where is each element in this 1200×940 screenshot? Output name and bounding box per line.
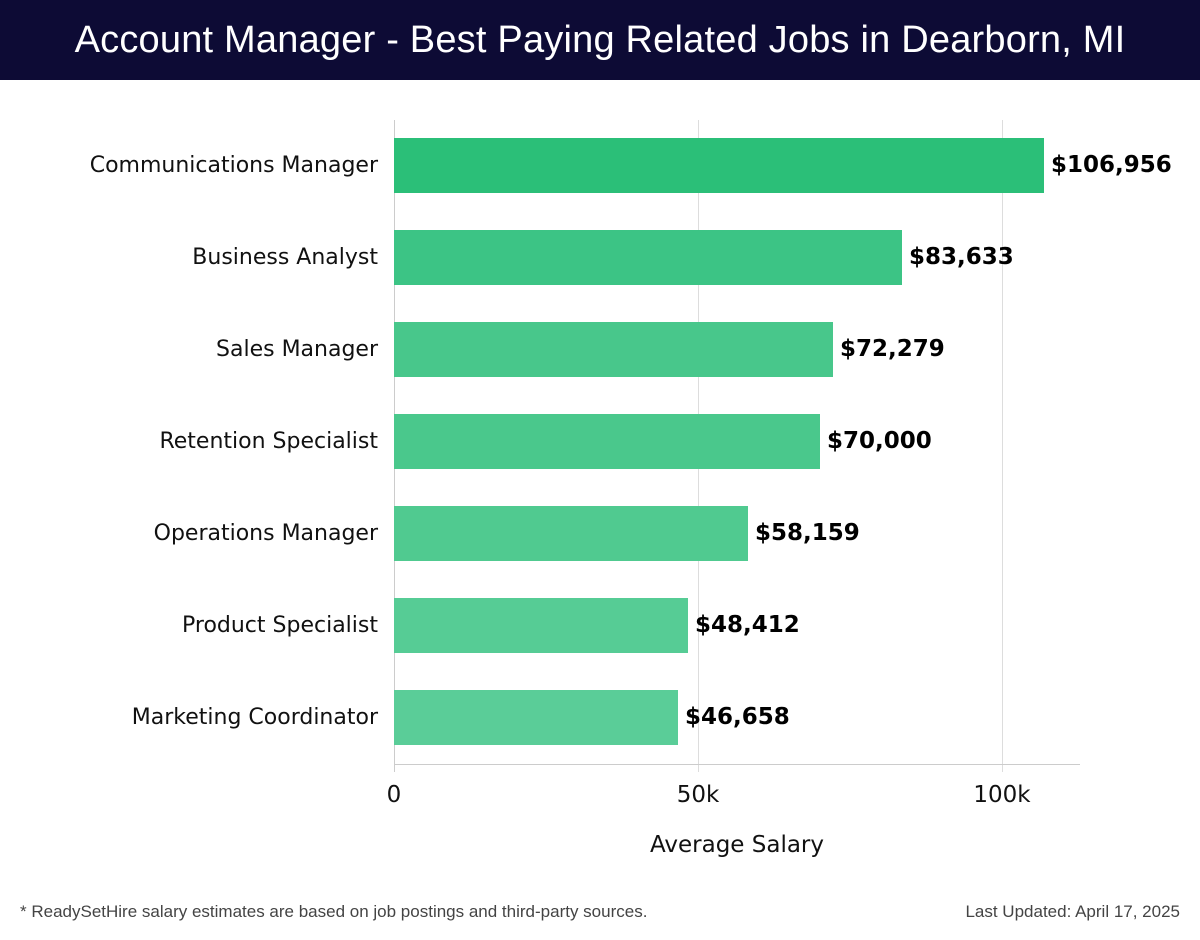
category-label: Operations Manager: [153, 521, 378, 546]
category-label: Communications Manager: [89, 153, 378, 178]
category-label: Product Specialist: [182, 613, 378, 638]
x-tick-label: 100k: [973, 782, 1031, 808]
category-label: Retention Specialist: [159, 429, 378, 454]
category-label: Business Analyst: [192, 245, 378, 270]
category-label: Sales Manager: [216, 337, 378, 362]
gridline-100k: [1002, 120, 1003, 772]
bar: [394, 598, 688, 653]
bar: [394, 414, 820, 469]
category-label: Marketing Coordinator: [131, 705, 378, 730]
bar: [394, 138, 1044, 193]
bar-value-label: $46,658: [685, 704, 790, 730]
bar-value-label: $70,000: [827, 428, 932, 454]
x-axis-label: Average Salary: [649, 832, 825, 858]
bar: [394, 322, 833, 377]
bar-value-label: $106,956: [1051, 152, 1172, 178]
plot-area: $106,956 $83,633 $72,279 $70,000 $58,159 $48,…: [394, 120, 1172, 772]
x-tick-label: 50k: [676, 782, 720, 808]
bar-value-label: $48,412: [695, 612, 800, 638]
chart-header: Account Manager - Best Paying Related Jo…: [0, 0, 1200, 80]
bar: [394, 230, 902, 285]
bar-value-label: $72,279: [840, 336, 945, 362]
bar-value-label: $83,633: [909, 244, 1014, 270]
bar-value-label: $58,159: [755, 520, 860, 546]
footer-note: * ReadySetHire salary estimates are base…: [20, 902, 648, 921]
bar: [394, 690, 678, 745]
x-axis-line: [394, 764, 1080, 765]
last-updated: Last Updated: April 17, 2025: [965, 902, 1180, 921]
bar: [394, 506, 748, 561]
chart-title: Account Manager - Best Paying Related Jo…: [74, 18, 1126, 61]
x-tick-label: 0: [386, 782, 402, 808]
